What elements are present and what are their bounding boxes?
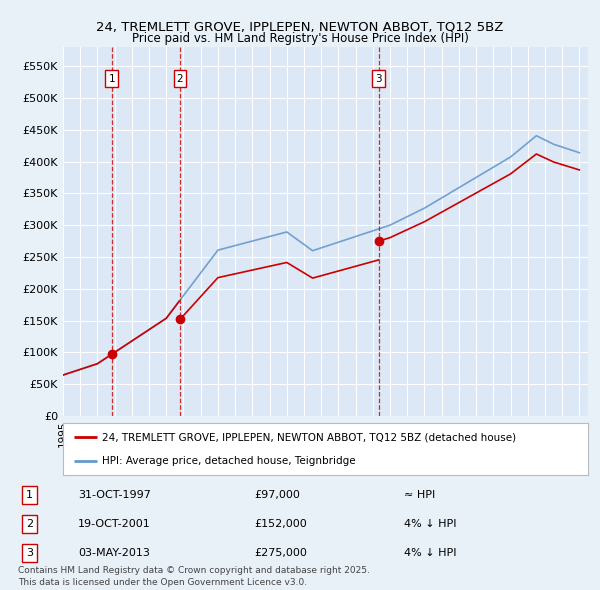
Text: Price paid vs. HM Land Registry's House Price Index (HPI): Price paid vs. HM Land Registry's House …: [131, 32, 469, 45]
Text: 19-OCT-2001: 19-OCT-2001: [78, 519, 151, 529]
Text: £97,000: £97,000: [254, 490, 300, 500]
Text: £275,000: £275,000: [254, 548, 307, 558]
Text: £152,000: £152,000: [254, 519, 307, 529]
Text: 1: 1: [109, 74, 115, 84]
Text: 31-OCT-1997: 31-OCT-1997: [78, 490, 151, 500]
Text: ≈ HPI: ≈ HPI: [404, 490, 435, 500]
Text: 4% ↓ HPI: 4% ↓ HPI: [404, 548, 456, 558]
Text: 2: 2: [177, 74, 184, 84]
Text: 03-MAY-2013: 03-MAY-2013: [78, 548, 150, 558]
Text: 3: 3: [376, 74, 382, 84]
Text: 4% ↓ HPI: 4% ↓ HPI: [404, 519, 456, 529]
Text: Contains HM Land Registry data © Crown copyright and database right 2025.
This d: Contains HM Land Registry data © Crown c…: [18, 566, 370, 587]
Text: 3: 3: [26, 548, 33, 558]
Text: 2: 2: [26, 519, 33, 529]
Text: HPI: Average price, detached house, Teignbridge: HPI: Average price, detached house, Teig…: [103, 456, 356, 466]
Text: 24, TREMLETT GROVE, IPPLEPEN, NEWTON ABBOT, TQ12 5BZ (detached house): 24, TREMLETT GROVE, IPPLEPEN, NEWTON ABB…: [103, 432, 517, 442]
Text: 1: 1: [26, 490, 33, 500]
Text: 24, TREMLETT GROVE, IPPLEPEN, NEWTON ABBOT, TQ12 5BZ: 24, TREMLETT GROVE, IPPLEPEN, NEWTON ABB…: [97, 21, 503, 34]
